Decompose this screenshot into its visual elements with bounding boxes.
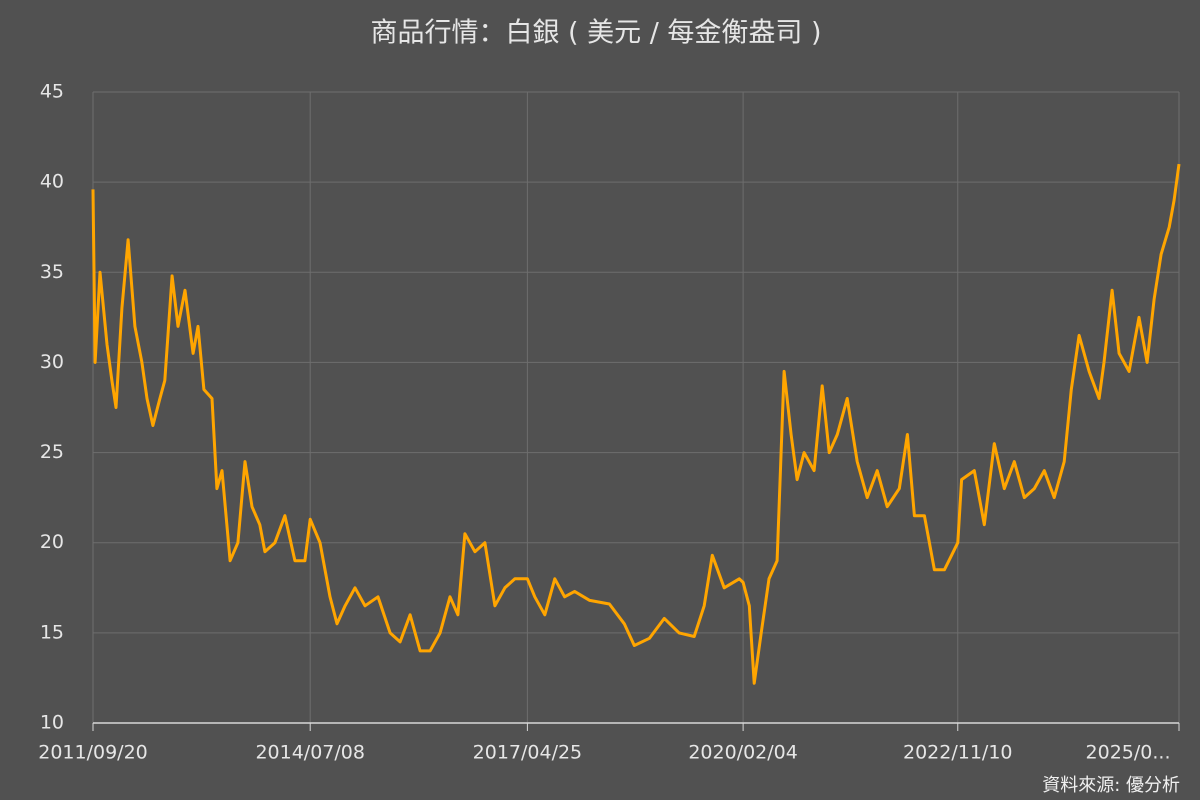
- y-tick-label: 45: [40, 81, 64, 103]
- line-series: [91, 163, 1181, 685]
- x-tick-label: 2017/04/25: [473, 742, 583, 764]
- chart-title: 商品行情：白銀 ( 美元 / 每金衡盎司 ): [370, 18, 821, 49]
- x-tick-label: 2011/09/20: [38, 742, 148, 764]
- y-tick-label: 35: [40, 261, 64, 283]
- y-tick-label: 15: [40, 621, 64, 643]
- y-tick-label: 10: [40, 712, 64, 734]
- y-tick-label: 20: [40, 531, 64, 553]
- y-tick-label: 25: [40, 441, 64, 463]
- x-tick-label: 2020/02/04: [688, 742, 798, 764]
- y-tick-label: 30: [40, 351, 64, 373]
- source-note: 資料來源: 優分析: [1042, 775, 1180, 796]
- x-tick-label: 2025/0...: [1086, 742, 1171, 764]
- x-tick-label: 2014/07/08: [255, 742, 365, 764]
- y-tick-label: 40: [40, 171, 64, 193]
- x-tick-label: 2022/11/10: [903, 742, 1013, 764]
